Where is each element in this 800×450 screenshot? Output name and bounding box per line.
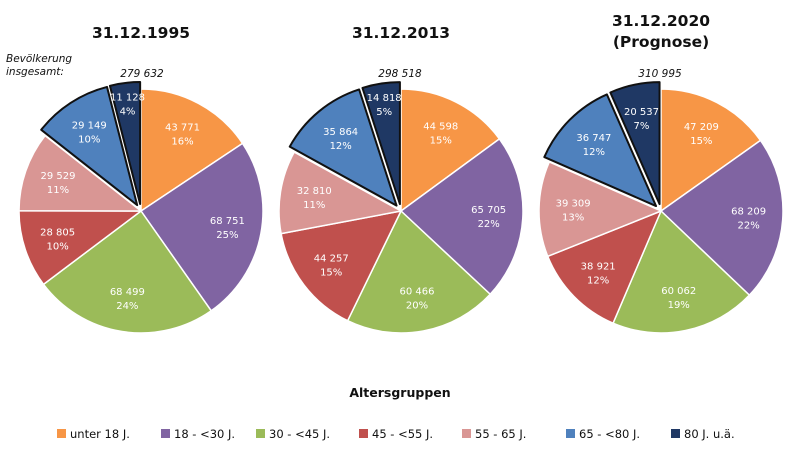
slice-label: 44 257 15% <box>314 253 349 278</box>
slice-2 <box>140 142 264 312</box>
total-value: 279 632 <box>120 68 164 80</box>
slice-5 <box>538 161 662 258</box>
slice-label: 47 209 15% <box>684 122 719 147</box>
legend-item-label: unter 18 J. <box>70 427 130 441</box>
total-value: 298 518 <box>378 68 422 80</box>
legend-swatch <box>161 429 170 438</box>
pie-title: 31.12.1995 <box>92 24 190 42</box>
legend-item-label: 65 - <80 J. <box>579 427 640 441</box>
pie-title: 31.12.2020 (Prognose) <box>612 12 710 51</box>
slice-2 <box>660 139 784 296</box>
slice-label: 14 818 5% <box>367 93 402 118</box>
pie-chart-1: 31.12.1995 279 632 43 771 16% 68 751 25% 68 49… <box>6 24 264 334</box>
legend-item-label: 80 J. u.ä. <box>684 427 735 441</box>
slice-1 <box>660 88 762 212</box>
pie-chart-3: 31.12.2020 (Prognose) 310 995 47 209 15% 68 2… <box>538 12 784 334</box>
legend-swatch <box>462 429 471 438</box>
slice-5 <box>18 134 142 212</box>
slice-label: 43 771 16% <box>165 123 200 148</box>
legend: unter 18 J. 18 - <30 J. 30 - <45 J. 45 - <5… <box>57 427 735 441</box>
slice-5 <box>278 151 402 235</box>
slice-2 <box>400 138 524 295</box>
slice-4 <box>280 210 402 322</box>
slice-7 <box>108 81 142 206</box>
slice-label: 29 149 10% <box>72 121 107 146</box>
total-value: 310 995 <box>638 68 682 80</box>
slice-3 <box>346 210 491 334</box>
slice-1 <box>140 88 244 212</box>
slice-3 <box>612 210 751 334</box>
legend-item-label: 55 - 65 J. <box>475 427 526 441</box>
slice-6 <box>543 93 658 208</box>
slice-label: 60 062 19% <box>661 286 696 311</box>
slice-label: 32 810 11% <box>297 186 332 211</box>
slice-label: 65 705 22% <box>471 205 506 230</box>
legend-swatch <box>566 429 575 438</box>
legend-item-label: 18 - <30 J. <box>174 427 235 441</box>
slice-label: 44 598 15% <box>423 122 458 147</box>
legend-item-label: 45 - <55 J. <box>372 427 433 441</box>
slice-label: 11 128 4% <box>110 93 145 118</box>
slice-label: 68 751 25% <box>210 216 245 241</box>
slice-3 <box>42 210 212 334</box>
legend-item-label: 30 - <45 J. <box>269 427 330 441</box>
total-label: Bevölkerung insgesamt: <box>6 53 72 78</box>
legend-swatch <box>359 429 368 438</box>
slice-label: 38 921 12% <box>581 261 616 286</box>
legend-swatch <box>57 429 66 438</box>
slice-label: 36 747 12% <box>576 133 611 158</box>
slice-label: 35 864 12% <box>323 127 358 152</box>
pie-title: 31.12.2013 <box>352 24 450 42</box>
slice-6 <box>40 85 139 207</box>
legend-title: Altersgruppen <box>349 385 450 400</box>
slice-4 <box>18 209 142 286</box>
slice-1 <box>400 88 501 212</box>
legend-swatch <box>671 429 680 438</box>
pie-chart-2: 31.12.2013 298 518 44 598 15% 65 705 22% 60 46… <box>278 24 524 334</box>
slice-4 <box>546 210 662 324</box>
slice-label: 60 466 20% <box>400 286 435 311</box>
slice-6 <box>288 88 398 207</box>
slice-7 <box>361 81 401 206</box>
slice-label: 28 805 10% <box>40 228 75 253</box>
slice-label: 68 499 24% <box>110 287 145 312</box>
legend-swatch <box>256 429 265 438</box>
slice-7 <box>609 81 661 206</box>
slice-label: 20 537 7% <box>624 107 659 132</box>
slice-label: 39 309 13% <box>556 199 591 224</box>
slice-label: 68 209 22% <box>731 206 766 231</box>
slice-label: 29 529 11% <box>41 171 76 196</box>
